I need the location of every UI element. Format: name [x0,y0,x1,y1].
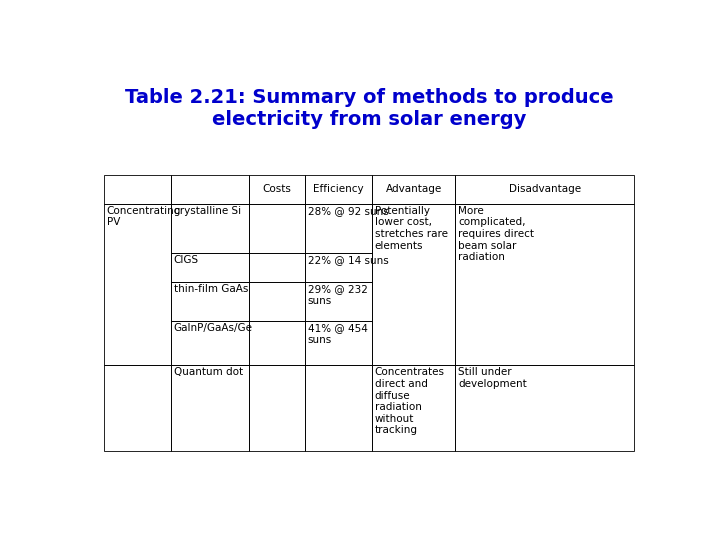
Text: Table 2.21: Summary of methods to produce
electricity from solar energy: Table 2.21: Summary of methods to produc… [125,88,613,129]
Text: Concentrates
direct and
diffuse
radiation
without
tracking: Concentrates direct and diffuse radiatio… [374,368,444,435]
Bar [249,282,305,321]
Text: 28% @ 92 suns: 28% @ 92 suns [307,206,388,216]
Bar [456,366,634,451]
Text: Costs: Costs [263,184,292,194]
Bar [249,204,305,253]
Text: Quantum dot: Quantum dot [174,368,243,377]
Bar [171,253,249,282]
Bar [305,282,372,321]
Bar [456,175,634,204]
Text: thin-film GaAs: thin-film GaAs [174,284,248,294]
Bar [249,321,305,366]
Text: Still under
development: Still under development [459,368,527,389]
Text: 41% @ 454
suns: 41% @ 454 suns [307,323,367,345]
Text: Concentrating
PV: Concentrating PV [107,206,181,227]
Text: Efficiency: Efficiency [313,184,364,194]
Bar [372,204,456,366]
Bar [171,366,249,451]
Bar [249,175,305,204]
Bar [249,253,305,282]
Text: crystalline Si: crystalline Si [174,206,240,216]
Bar [171,282,249,321]
Bar [372,366,456,451]
Bar [171,321,249,366]
Bar [104,204,171,366]
Bar [305,321,372,366]
Text: 29% @ 232
suns: 29% @ 232 suns [307,284,367,306]
Text: 22% @ 14 suns: 22% @ 14 suns [307,255,388,265]
Text: Advantage: Advantage [385,184,442,194]
Bar [305,366,372,451]
Text: Potentially
lower cost,
stretches rare
elements: Potentially lower cost, stretches rare e… [374,206,448,251]
Text: More
complicated,
requires direct
beam solar
radiation: More complicated, requires direct beam s… [459,206,534,262]
Bar [456,204,634,366]
Text: CIGS: CIGS [174,255,199,265]
Bar [104,175,171,204]
Bar [249,366,305,451]
Bar [372,175,456,204]
Text: GaInP/GaAs/Ge: GaInP/GaAs/Ge [174,323,253,333]
Bar [104,366,171,451]
Bar [305,175,372,204]
Bar [171,204,249,253]
Text: Disadvantage: Disadvantage [509,184,581,194]
Bar [171,175,249,204]
Bar [305,204,372,253]
Bar [305,253,372,282]
